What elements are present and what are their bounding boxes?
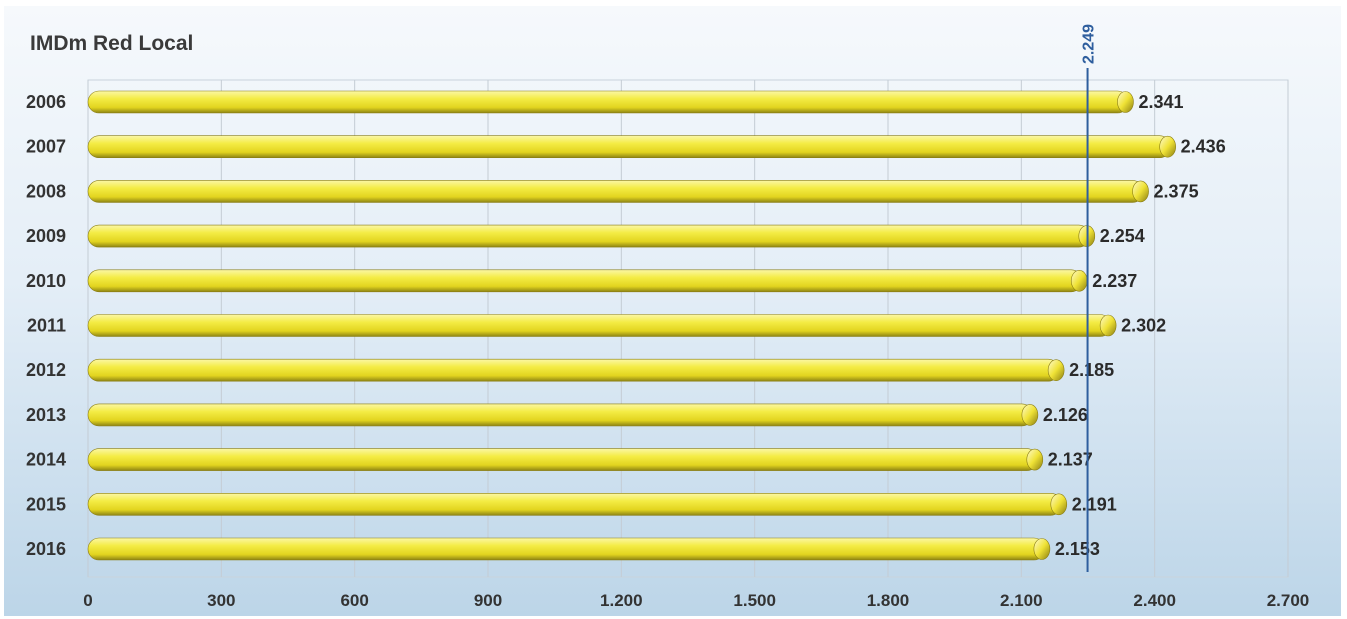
category-label: 2009	[26, 226, 66, 246]
category-label: 2012	[26, 360, 66, 380]
reference-line-label: 2.249	[1081, 24, 1098, 64]
value-label: 2.191	[1072, 494, 1117, 514]
bar	[87, 358, 1060, 382]
bar-end-cap	[1132, 180, 1149, 203]
bar-end-cap	[1026, 448, 1044, 471]
x-tick-label: 2.400	[1133, 591, 1176, 610]
bar	[87, 269, 1083, 293]
bar	[87, 90, 1129, 114]
value-label: 2.254	[1100, 226, 1145, 246]
value-label: 2.341	[1138, 92, 1183, 112]
bar	[87, 135, 1171, 158]
value-label: 2.436	[1181, 137, 1226, 157]
x-tick-label: 2.100	[1000, 591, 1043, 610]
bar-end-cap	[1050, 493, 1068, 516]
bar	[87, 314, 1112, 337]
x-tick-label: 900	[474, 591, 502, 610]
category-label: 2013	[26, 405, 66, 425]
x-tick-label: 300	[207, 591, 235, 610]
bar	[87, 492, 1063, 516]
category-label: 2011	[27, 316, 66, 336]
bar-end-cap	[1099, 314, 1117, 337]
x-tick-label: 0	[83, 591, 92, 610]
bar	[87, 448, 1039, 471]
category-label: 2010	[26, 271, 66, 291]
value-label: 2.126	[1043, 405, 1088, 425]
bar-end-cap	[1070, 269, 1088, 292]
chart-title: IMDm Red Local	[30, 32, 194, 55]
chart-panel: 0 300 600 900 1.200 1.500 1.800 2.100 2.400 2.700…	[4, 6, 1341, 616]
bar	[87, 403, 1034, 427]
bar-chart: 0 300 600 900 1.200 1.500 1.800 2.100 2.400 2.700…	[26, 24, 1310, 610]
value-label: 2.375	[1154, 181, 1199, 201]
bar-end-cap	[1117, 91, 1134, 113]
bar-end-cap	[1047, 359, 1065, 382]
category-label: 2016	[26, 539, 66, 559]
value-label: 2.153	[1055, 539, 1100, 559]
x-tick-label: 1.500	[733, 591, 776, 610]
value-label: 2.137	[1048, 450, 1093, 470]
bar-end-cap	[1021, 404, 1039, 426]
x-tick-label: 1.200	[600, 591, 643, 610]
value-label: 2.237	[1092, 271, 1137, 291]
category-label: 2015	[26, 494, 66, 514]
bar	[87, 180, 1144, 203]
category-label: 2006	[26, 92, 66, 112]
bar	[87, 537, 1046, 561]
x-tick-label: 2.700	[1267, 591, 1310, 610]
category-label: 2008	[26, 181, 66, 201]
value-label: 2.302	[1121, 316, 1166, 336]
category-label: 2007	[26, 137, 66, 157]
x-tick-label: 600	[340, 591, 368, 610]
bar	[87, 224, 1091, 248]
category-label: 2014	[26, 450, 66, 470]
value-label: 2.185	[1069, 360, 1114, 380]
bar-end-cap	[1033, 538, 1051, 560]
x-tick-label: 1.800	[867, 591, 910, 610]
bar-end-cap	[1159, 135, 1176, 158]
